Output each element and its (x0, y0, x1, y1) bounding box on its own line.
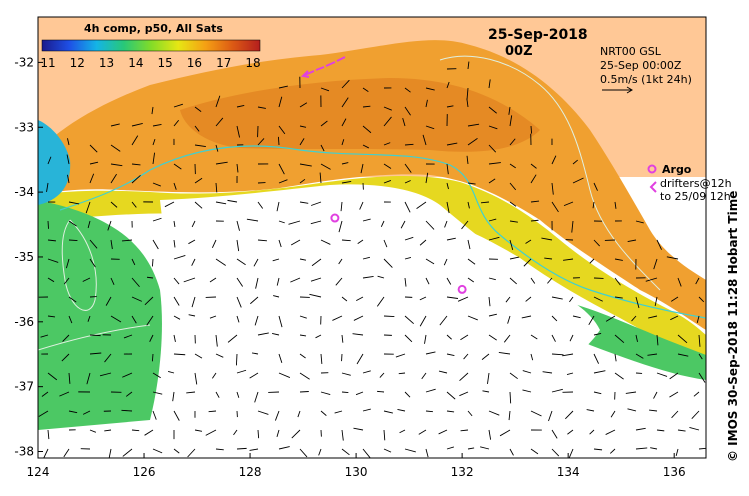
colorbar-tick-label: 11 (40, 56, 55, 70)
colorbar-tick-label: 18 (245, 56, 260, 70)
colorbar (41, 39, 261, 52)
lat-tick-label: -37 (14, 380, 34, 394)
contour-cyan (59, 145, 706, 319)
lon-tick-label: 128 (239, 465, 262, 479)
drifter-track (300, 56, 346, 78)
lat-tick-label: -32 (14, 55, 34, 69)
lon-tick-label: 130 (345, 465, 368, 479)
lat-tick-label: -33 (14, 120, 34, 134)
lon-tick-label: 134 (557, 465, 580, 479)
argo-float-marker (457, 284, 467, 294)
contour-thin (38, 324, 151, 351)
argo-floats (330, 213, 467, 294)
hot-core (180, 78, 540, 152)
colorbar-tick-label: 12 (70, 56, 85, 70)
cool-water (38, 200, 162, 430)
drifter-legend: drifters@12h to 25/09 12h (660, 177, 732, 203)
lat-tick-label: -34 (14, 185, 34, 199)
velocity-scale-label: 0.5m/s (1kt 24h) (600, 73, 692, 86)
contour-thin (439, 55, 661, 291)
colorbar-tick-label: 16 (187, 56, 202, 70)
colorbar-tick-label: 14 (128, 56, 143, 70)
lon-tick-label: 136 (663, 465, 686, 479)
drifter-legend-line2: to 25/09 12h (660, 190, 731, 203)
colorbar-tick-label: 17 (216, 56, 231, 70)
colorbar-tick-label: 15 (158, 56, 173, 70)
lon-tick-label: 124 (27, 465, 50, 479)
colorbar-ticks: 11 12 13 14 15 16 17 18 (40, 56, 260, 70)
lon-tick-label: 126 (133, 465, 156, 479)
contour-thin (61, 219, 97, 311)
argo-float-marker (330, 213, 340, 223)
product-name: NRT00 GSL (600, 45, 661, 58)
product-time: 25-Sep 00:00Z (600, 59, 682, 72)
current-vectors (38, 61, 706, 458)
colorbar-tick-label: 13 (99, 56, 114, 70)
axis-ticks: 124 126 128 130 132 134 136 -32 -33 -34 -35 -36 -37 -… (14, 55, 685, 479)
cold-water (38, 120, 71, 205)
map-time: 00Z (505, 44, 533, 59)
lat-tick-label: -38 (14, 445, 34, 459)
drifter-legend-arrow (649, 181, 657, 193)
credit-text: © IMOS 30-Sep-2018 11:28 Hobart Time (726, 190, 740, 462)
cloud-mask (160, 184, 600, 445)
composite-title: 4h comp, p50, All Sats (84, 22, 223, 35)
cool-patch-east (560, 300, 706, 380)
argo-legend-marker (647, 164, 657, 174)
drifter-legend-line1: drifters@12h (660, 177, 732, 190)
scale-arrow (602, 86, 633, 94)
lat-tick-label: -35 (14, 250, 34, 264)
argo-legend-label: Argo (662, 163, 692, 176)
map-date: 25-Sep-2018 (488, 27, 588, 43)
lat-tick-label: -36 (14, 315, 34, 329)
product-info: NRT00 GSL 25-Sep 00:00Z 0.5m/s (1kt 24h) (600, 45, 692, 87)
lon-tick-label: 132 (451, 465, 474, 479)
map-frame (37, 16, 707, 459)
